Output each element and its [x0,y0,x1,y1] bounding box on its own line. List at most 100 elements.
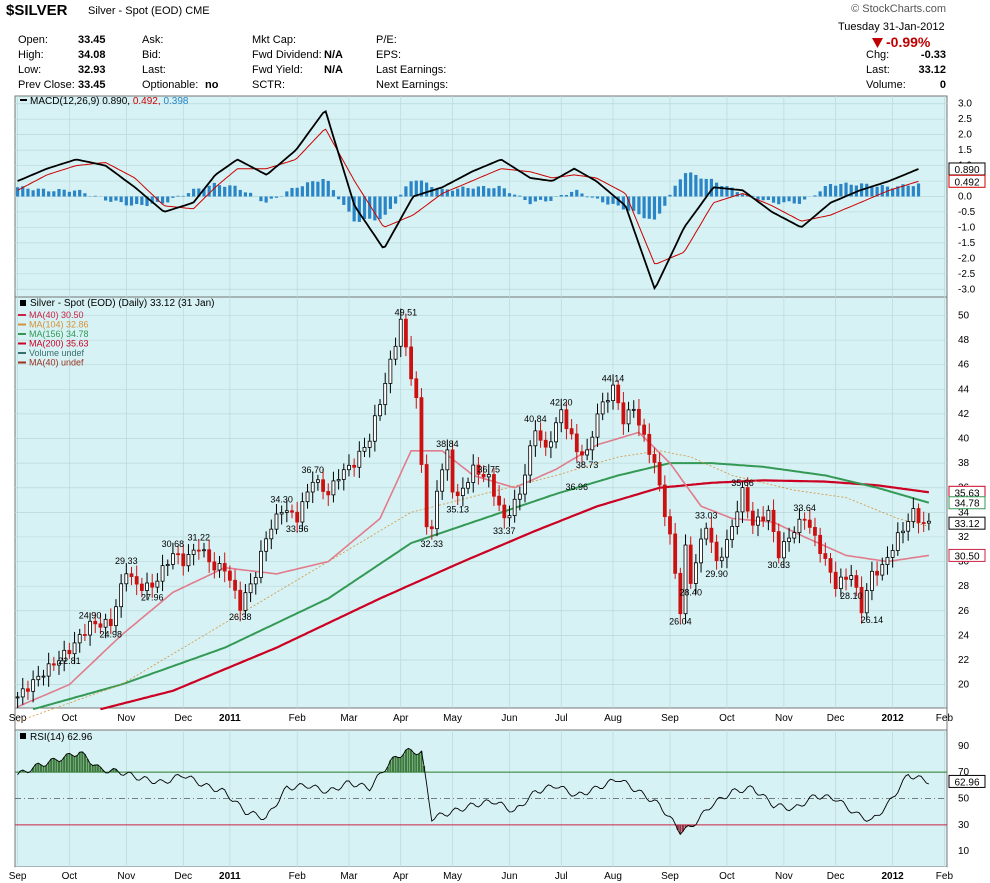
price-bar-body [362,447,367,452]
quote-value: 33.12 [918,64,946,76]
macd-histogram-bar [414,180,418,197]
price-bar-body [538,430,543,441]
date-tick-label: Oct [719,871,735,882]
macd-histogram-bar [331,190,336,197]
price-annotation: 38.73 [576,460,599,470]
date-tick-label: Apr [393,713,409,724]
price-annotation: 33.37 [493,526,516,536]
macd-y-tick: 2.0 [958,130,972,141]
price-bar-body [911,508,916,522]
price-bar-body [611,384,615,402]
price-bar-body [284,510,289,513]
macd-histogram-bar [466,187,470,197]
price-bar-body [305,491,310,503]
macd-histogram-bar [823,185,827,197]
date-tick-label: Sep [661,713,679,724]
price-legend-item: MA(40) undef [29,358,84,368]
rsi-end-tag: 62.96 [954,777,979,788]
macd-histogram-bar [766,196,770,200]
price-bar-body [88,620,92,636]
macd-histogram-bar [181,195,185,197]
macd-histogram-bar [481,185,486,197]
macd-histogram-bar [699,178,703,197]
price-annotation: 24.98 [100,629,123,639]
macd-histogram-bar [362,196,367,220]
quote-value: -0.33 [920,49,946,61]
macd-histogram-bar [518,195,522,197]
ticker-symbol[interactable]: $SILVER [6,2,68,19]
quote-label: Mkt Cap: [252,34,297,46]
price-annotation: 27.96 [141,593,164,603]
ma200-line [100,479,930,711]
price-title: Silver - Spot (EOD) (Daily) 33.12 (31 Ja… [30,298,215,309]
price-bar-body [119,583,124,608]
macd-histogram-bar [797,196,802,204]
price-bar-body [543,439,548,448]
macd-histogram-bar [393,196,398,204]
price-bar-body [807,519,812,528]
price-bar-body [678,572,683,615]
macd-histogram-bar [803,196,807,200]
price-bar-body [129,573,134,577]
price-bar-body [310,481,315,493]
price-bar-body [429,526,434,530]
change-percent: -0.99% [886,34,931,50]
macd-histogram-bar [818,191,822,197]
date-axis-strip [14,707,948,731]
price-bar-body [637,408,641,426]
price-annotation: 33.03 [695,510,718,520]
price-end-tag-box [948,496,986,510]
macd-histogram-bar [171,196,175,198]
price-annotation: 35.66 [731,478,754,488]
rsi-y-tick: 30 [958,820,970,831]
macd-histogram-bar [725,186,729,197]
price-bar-body [160,565,165,582]
macd-histogram-bar [502,188,506,197]
macd-histogram-bar [124,196,128,206]
macd-signal-line [17,128,919,265]
price-bar-body [404,318,408,348]
quote-label: EPS: [376,49,402,61]
macd-histogram-bar [399,194,403,197]
price-bar-body [372,415,377,442]
price-bar-body [750,510,755,526]
macd-histogram-bar [378,196,382,220]
price-bar-body [880,564,885,576]
macd-histogram-bar [668,194,672,197]
price-bar-body [813,527,817,536]
quote-label: Volume: [866,79,906,91]
macd-histogram-bar [647,196,651,219]
macd-histogram-bar [839,183,843,197]
macd-histogram-bar [238,189,242,197]
macd-histogram-bar [342,196,346,205]
price-bar-body [77,634,82,644]
macd-histogram-bar [456,188,460,197]
macd-histogram-bar [673,185,677,197]
price-bar-body [460,487,465,496]
macd-histogram-bar [176,195,180,197]
macd-histogram-bar [47,191,51,197]
macd-histogram-bar [311,181,315,197]
price-bar-body [569,428,574,435]
macd-histogram-bar [305,182,310,197]
macd-histogram-bar [150,196,154,204]
price-y-tick: 24 [958,630,970,641]
macd-histogram-bar [865,183,869,197]
price-y-tick: 34 [958,507,970,518]
price-bar-body [435,490,439,530]
price-bar-body [600,401,605,415]
price-y-tick: 28 [958,581,970,592]
macd-histogram-bar [880,185,884,197]
macd-histogram-bar [585,196,589,198]
macd-histogram-bar [709,178,714,197]
date-tick-label: Apr [393,871,409,882]
price-bar-body [279,512,284,515]
macd-histogram-bar [326,180,330,197]
price-bar-body [217,563,222,571]
down-arrow-icon [872,38,883,48]
price-bar-body [906,521,911,532]
macd-histogram-bar [492,188,496,197]
price-annotation: 28.10 [840,591,863,601]
macd-histogram-bar [761,196,765,201]
price-bar-body [383,383,388,406]
